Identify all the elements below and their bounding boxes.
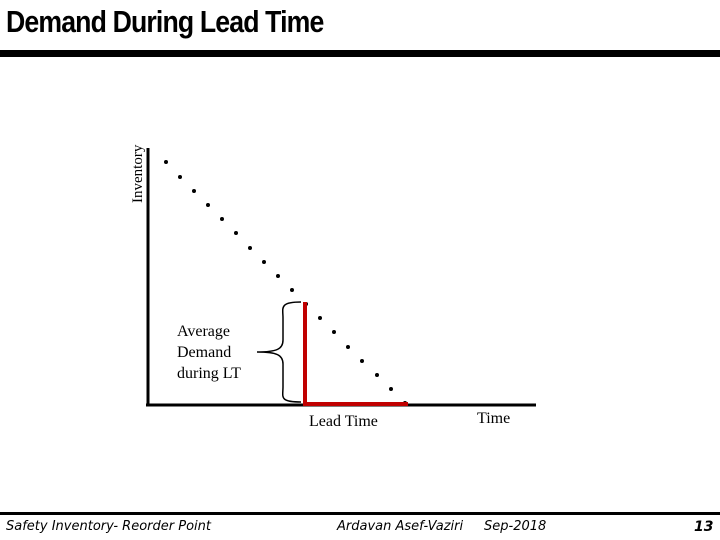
footer-topic: Safety Inventory- Reorder Point: [6, 519, 211, 534]
avg-demand-label-line: during LT: [177, 365, 241, 382]
footer-date: Sep-2018: [484, 519, 547, 534]
title-divider: [0, 50, 720, 57]
slide-title: Demand During Lead Time: [6, 4, 324, 39]
inventory-point: [360, 359, 364, 363]
inventory-point: [318, 316, 322, 320]
inventory-point: [178, 175, 182, 179]
inventory-point: [192, 189, 196, 193]
avg-demand-label: Average Demand during LT: [177, 323, 241, 382]
inventory-point: [375, 373, 379, 377]
footer-divider: [0, 512, 720, 515]
inventory-point: [262, 260, 266, 264]
avg-demand-label-line: Average: [177, 323, 230, 340]
inventory-point: [220, 217, 224, 221]
inventory-point: [332, 330, 336, 334]
inventory-point: [346, 345, 350, 349]
inventory-point: [290, 288, 294, 292]
inventory-point: [276, 274, 280, 278]
y-axis-label: Inventory: [130, 144, 146, 203]
x-axis-label: Time: [477, 410, 510, 427]
lead-time-label: Lead Time: [309, 413, 378, 430]
page-number: 13: [694, 519, 714, 535]
inventory-point: [389, 387, 393, 391]
inventory-point: [206, 203, 210, 207]
avg-demand-label-line: Demand: [177, 344, 231, 361]
inventory-point: [164, 160, 168, 164]
inventory-point: [248, 246, 252, 250]
footer-author: Ardavan Asef-Vaziri: [337, 519, 464, 534]
left-brace-icon: [256, 301, 302, 403]
inventory-point: [234, 231, 238, 235]
